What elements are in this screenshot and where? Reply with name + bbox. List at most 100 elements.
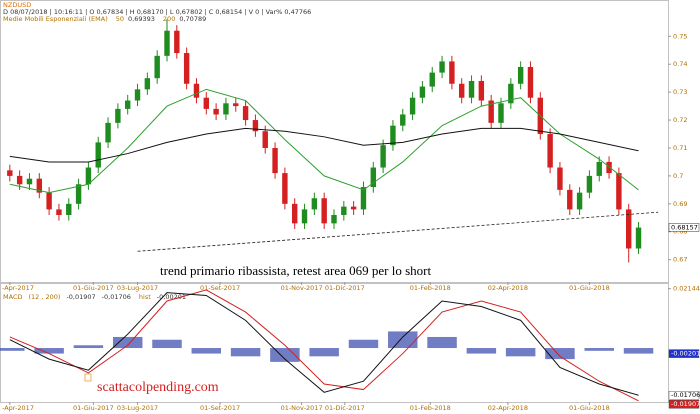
y-tick-label: 0.02144	[673, 285, 700, 293]
annotation: trend primario ribassista, retest area 0…	[160, 263, 431, 278]
candle-body	[311, 198, 318, 210]
x-tick-label: 01-Dic-2017	[325, 284, 365, 292]
x-tick-label: 01-Nov-2017	[281, 404, 323, 412]
end-value-label: -0.01706	[671, 391, 700, 399]
hist-bar	[348, 339, 379, 349]
candle-body	[105, 122, 111, 143]
macd-panel-frame	[0, 283, 669, 403]
x-tick-label: 02-Apr-2018	[488, 404, 528, 412]
candle-body	[95, 142, 101, 168]
candle-body	[586, 175, 593, 193]
hist-bar	[309, 348, 339, 357]
candle-body	[66, 203, 72, 215]
indicator-label: Medie Mobili Esponenziali (EMA)	[3, 15, 108, 23]
candle-body	[488, 100, 494, 123]
candle-body	[174, 30, 180, 54]
y-tick-label: 0.75	[673, 32, 687, 40]
candle-body	[498, 103, 504, 123]
hist-bar	[545, 348, 575, 360]
x-tick-label: 01-Nov-2017	[281, 284, 323, 292]
end-value-box	[668, 349, 700, 358]
candle-body	[301, 209, 308, 224]
candle-body	[547, 134, 553, 168]
x-tick-label: 01-Giu-2018	[569, 404, 610, 412]
price-panel-frame	[0, 0, 669, 283]
candle-body	[350, 206, 357, 210]
hist-bar	[73, 345, 104, 349]
ohlc-info: D 08/07/2018 | 10:16:11 | O 0,67834 | H …	[3, 8, 311, 16]
candle-body	[85, 167, 92, 185]
chart-title: NZDUSD	[3, 1, 31, 9]
x-tick-label: 01-Giu-2018	[569, 284, 610, 292]
ema-legend: Medie Mobili Esponenziali (EMA) 50 0,69393…	[3, 15, 206, 23]
y-tick-label: 0.69	[673, 200, 687, 208]
candle-body	[36, 178, 42, 193]
legend-value: 0,69393	[128, 15, 155, 23]
x-tick-label: 01-Feb-2018	[410, 404, 451, 412]
candle-body	[459, 83, 465, 98]
candle-body	[292, 203, 298, 224]
candle-body	[360, 187, 367, 210]
hist-bar	[505, 348, 536, 357]
candle-body	[203, 97, 209, 109]
candle-body	[46, 192, 52, 210]
candle-body	[370, 167, 376, 188]
macd-title: MACD	[3, 293, 22, 301]
hist-bar	[34, 348, 64, 354]
hist-bar	[152, 339, 182, 349]
candle-body	[576, 192, 583, 210]
legend-value: -0,00201	[157, 293, 186, 301]
hist-bar	[623, 348, 654, 354]
macd-legend: MACD (12 , 200) -0,01907 -0,01706 hist -0,002…	[3, 293, 186, 301]
candle-body	[233, 103, 239, 107]
candle-body	[380, 145, 386, 168]
candle-body	[164, 30, 170, 56]
hist-bar	[0, 348, 25, 351]
candle-body	[282, 173, 288, 204]
hist-bar	[191, 348, 222, 354]
candle-body	[557, 167, 563, 190]
legend-name: hist	[139, 293, 151, 301]
end-value-box	[668, 391, 700, 400]
candle-body	[606, 161, 612, 174]
candle-body	[429, 72, 435, 87]
x-tick-label: 03-Lug-2017	[117, 404, 158, 412]
candle-body	[213, 108, 219, 115]
x-tick-label: 01-Feb-2018	[410, 284, 451, 292]
candle-body	[272, 147, 278, 174]
candle-body	[26, 178, 33, 185]
hist-bar	[112, 336, 143, 349]
candle-body	[409, 97, 416, 115]
legend-value: -0,01907	[66, 293, 95, 301]
end-value-box	[668, 400, 700, 409]
x-tick-label: 01-Set-2017	[200, 404, 240, 412]
ema-line	[9, 127, 639, 163]
hist-bar	[466, 348, 497, 354]
x-tick-label: -Apr-2017	[2, 284, 34, 292]
legend-name: 200	[163, 15, 175, 23]
candle-body	[635, 227, 642, 249]
y-tick-label: 0.7	[673, 172, 683, 180]
candle-body	[262, 131, 268, 148]
candle-body	[449, 61, 455, 84]
candle-body	[183, 53, 190, 84]
hist-bar	[584, 348, 614, 351]
hist-bar	[388, 331, 418, 349]
x-tick-label: 02-Apr-2018	[488, 284, 528, 292]
y-tick-label: 0.74	[673, 60, 687, 68]
candle-body	[144, 78, 151, 90]
y-tick-label: 0.68	[673, 228, 687, 236]
candle-body	[390, 125, 396, 146]
y-tick-label: 0.72	[673, 116, 687, 124]
x-tick-label: -Apr-2017	[2, 404, 34, 412]
candle-body	[223, 103, 229, 115]
y-tick-label: 0.71	[673, 144, 687, 152]
x-tick-label: 01-Giu-2017	[73, 284, 114, 292]
hist-bar	[230, 348, 261, 357]
end-value-label: -0.00201	[671, 350, 700, 358]
candle-body	[7, 170, 13, 176]
x-tick-label: 03-Lug-2017	[117, 284, 158, 292]
candle-body	[419, 86, 426, 98]
